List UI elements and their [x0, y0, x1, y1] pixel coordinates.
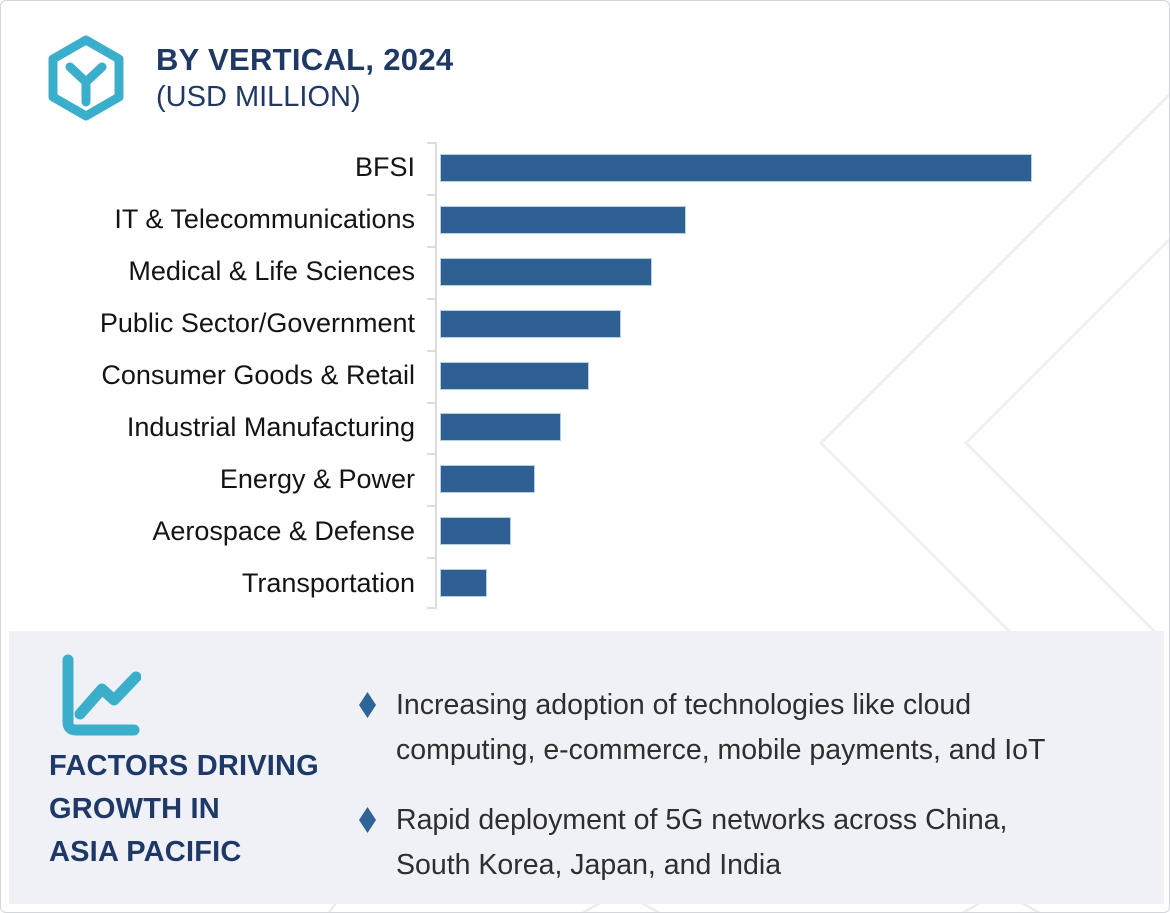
page-title: BY VERTICAL, 2024 [156, 42, 454, 77]
chart-row-label: BFSI [354, 152, 415, 183]
axis-tick [427, 142, 435, 144]
chart-row: Transportation [1, 557, 1169, 609]
axis-tick [427, 297, 435, 300]
chart-row-label: Public Sector/Government [99, 308, 415, 339]
bullet-text: Increasing adoption of technologies like… [396, 689, 1046, 766]
chart-bar-zone [440, 153, 1169, 182]
chart-bar-zone [440, 465, 1169, 494]
chart-bar [440, 153, 1032, 182]
chart-bar [440, 361, 590, 390]
chart-bar-zone [440, 517, 1169, 546]
chart-row: Aerospace & Defense [1, 505, 1169, 557]
factors-title-line: ASIA PACIFIC [49, 836, 242, 868]
header: BY VERTICAL, 2024 (USD MILLION) [1, 1, 1169, 131]
bullet-item: Rapid deployment of 5G networks across C… [359, 798, 1139, 888]
chart-row-label: Energy & Power [219, 463, 415, 494]
chart-bar-zone [440, 257, 1169, 286]
chart-bar [440, 517, 512, 546]
chart-row: Energy & Power [1, 453, 1169, 505]
chart-bar-zone [440, 361, 1169, 390]
bullet-text: Rapid deployment of 5G networks across C… [396, 804, 1008, 881]
axis-tick [427, 193, 435, 196]
factors-panel: FACTORS DRIVING GROWTH IN ASIA PACIFIC Inc… [9, 631, 1164, 904]
factors-title: FACTORS DRIVING GROWTH IN ASIA PACIFIC [49, 745, 319, 874]
bar-chart: BFSI IT & Telecommunications Medical & L… [1, 142, 1169, 610]
chart-row: Industrial Manufacturing [1, 401, 1169, 453]
bullet-list: Increasing adoption of technologies like… [359, 683, 1139, 912]
chart-bar [440, 205, 687, 234]
chart-row-label: Consumer Goods & Retail [101, 360, 415, 390]
chart-bar-zone [440, 569, 1169, 598]
axis-tick [427, 453, 435, 456]
chart-row: IT & Telecommunications [1, 194, 1169, 246]
chart-row: Consumer Goods & Retail [1, 350, 1169, 402]
chart-bar [440, 309, 622, 338]
page-subtitle: (USD MILLION) [156, 81, 361, 113]
chart-bar-zone [440, 205, 1169, 234]
chart-row-label: Transportation [241, 567, 415, 598]
chart-row-label: Industrial Manufacturing [126, 411, 415, 442]
chart-bar [440, 465, 535, 494]
chart-bar-zone [440, 413, 1169, 442]
axis-tick [427, 349, 435, 352]
line-chart-icon [62, 654, 141, 736]
axis-tick [427, 557, 435, 560]
chart-row: BFSI [1, 142, 1169, 194]
chart-bar-zone [440, 309, 1169, 338]
axis-tick [427, 607, 435, 610]
axis-tick [427, 505, 435, 508]
chart-bar [440, 413, 561, 442]
chart-bar [440, 257, 652, 286]
factors-title-line: GROWTH IN [49, 793, 220, 825]
chart-row: Medical & Life Sciences [1, 246, 1169, 298]
chart-axis-line [427, 142, 437, 610]
chart-row-label: IT & Telecommunications [114, 204, 415, 235]
axis-tick [427, 245, 435, 248]
chart-row-label: Medical & Life Sciences [128, 256, 415, 287]
bullet-item: Increasing adoption of technologies like… [359, 683, 1139, 773]
chart-bar [440, 569, 487, 598]
factors-title-line: FACTORS DRIVING [49, 750, 319, 782]
chart-row-label: Aerospace & Defense [152, 515, 415, 546]
hexagon-cube-icon [48, 35, 124, 121]
axis-tick [427, 401, 435, 404]
chart-row: Public Sector/Government [1, 298, 1169, 350]
diamond-bullet-icon [359, 807, 376, 833]
diamond-bullet-icon [359, 692, 376, 718]
